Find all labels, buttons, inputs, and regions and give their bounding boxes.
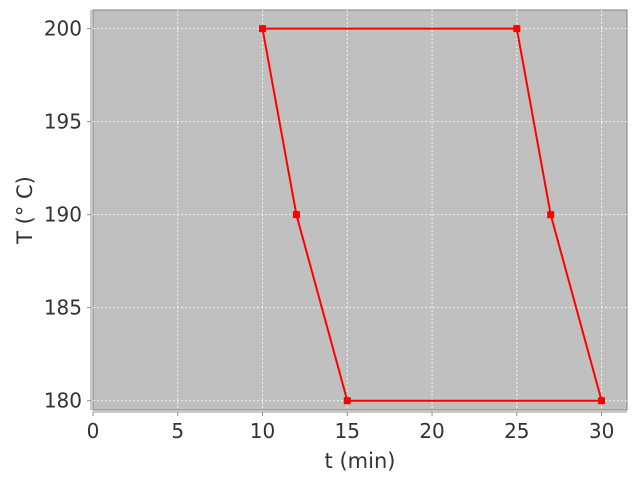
data-point-marker	[598, 397, 606, 405]
axes	[90, 10, 627, 413]
data-point-marker	[259, 25, 267, 33]
x-tick-label: 25	[504, 419, 529, 443]
x-axis-title: t (min)	[325, 449, 396, 473]
data-point-marker	[513, 25, 521, 33]
y-tick-label: 190	[44, 203, 82, 227]
x-tick-label: 5	[171, 419, 184, 443]
y-tick-label: 185	[44, 296, 82, 320]
x-tick-label: 0	[87, 419, 100, 443]
plot-area	[92, 9, 628, 411]
y-tick-label: 200	[44, 17, 82, 41]
series-layer	[259, 25, 606, 405]
data-point-marker	[292, 211, 300, 219]
y-tick-label: 195	[44, 110, 82, 134]
x-tick-label: 20	[419, 419, 444, 443]
data-point-marker	[343, 397, 351, 405]
x-tick-label: 15	[335, 419, 360, 443]
data-point-marker	[547, 211, 555, 219]
y-tick-label: 180	[44, 389, 82, 413]
y-axis-title: T (° C)	[13, 176, 37, 245]
x-tick-label: 10	[250, 419, 275, 443]
ticks: 0 5 10 15 20 25 30 180 185 190 195 200	[44, 17, 614, 443]
x-tick-label: 30	[589, 419, 614, 443]
